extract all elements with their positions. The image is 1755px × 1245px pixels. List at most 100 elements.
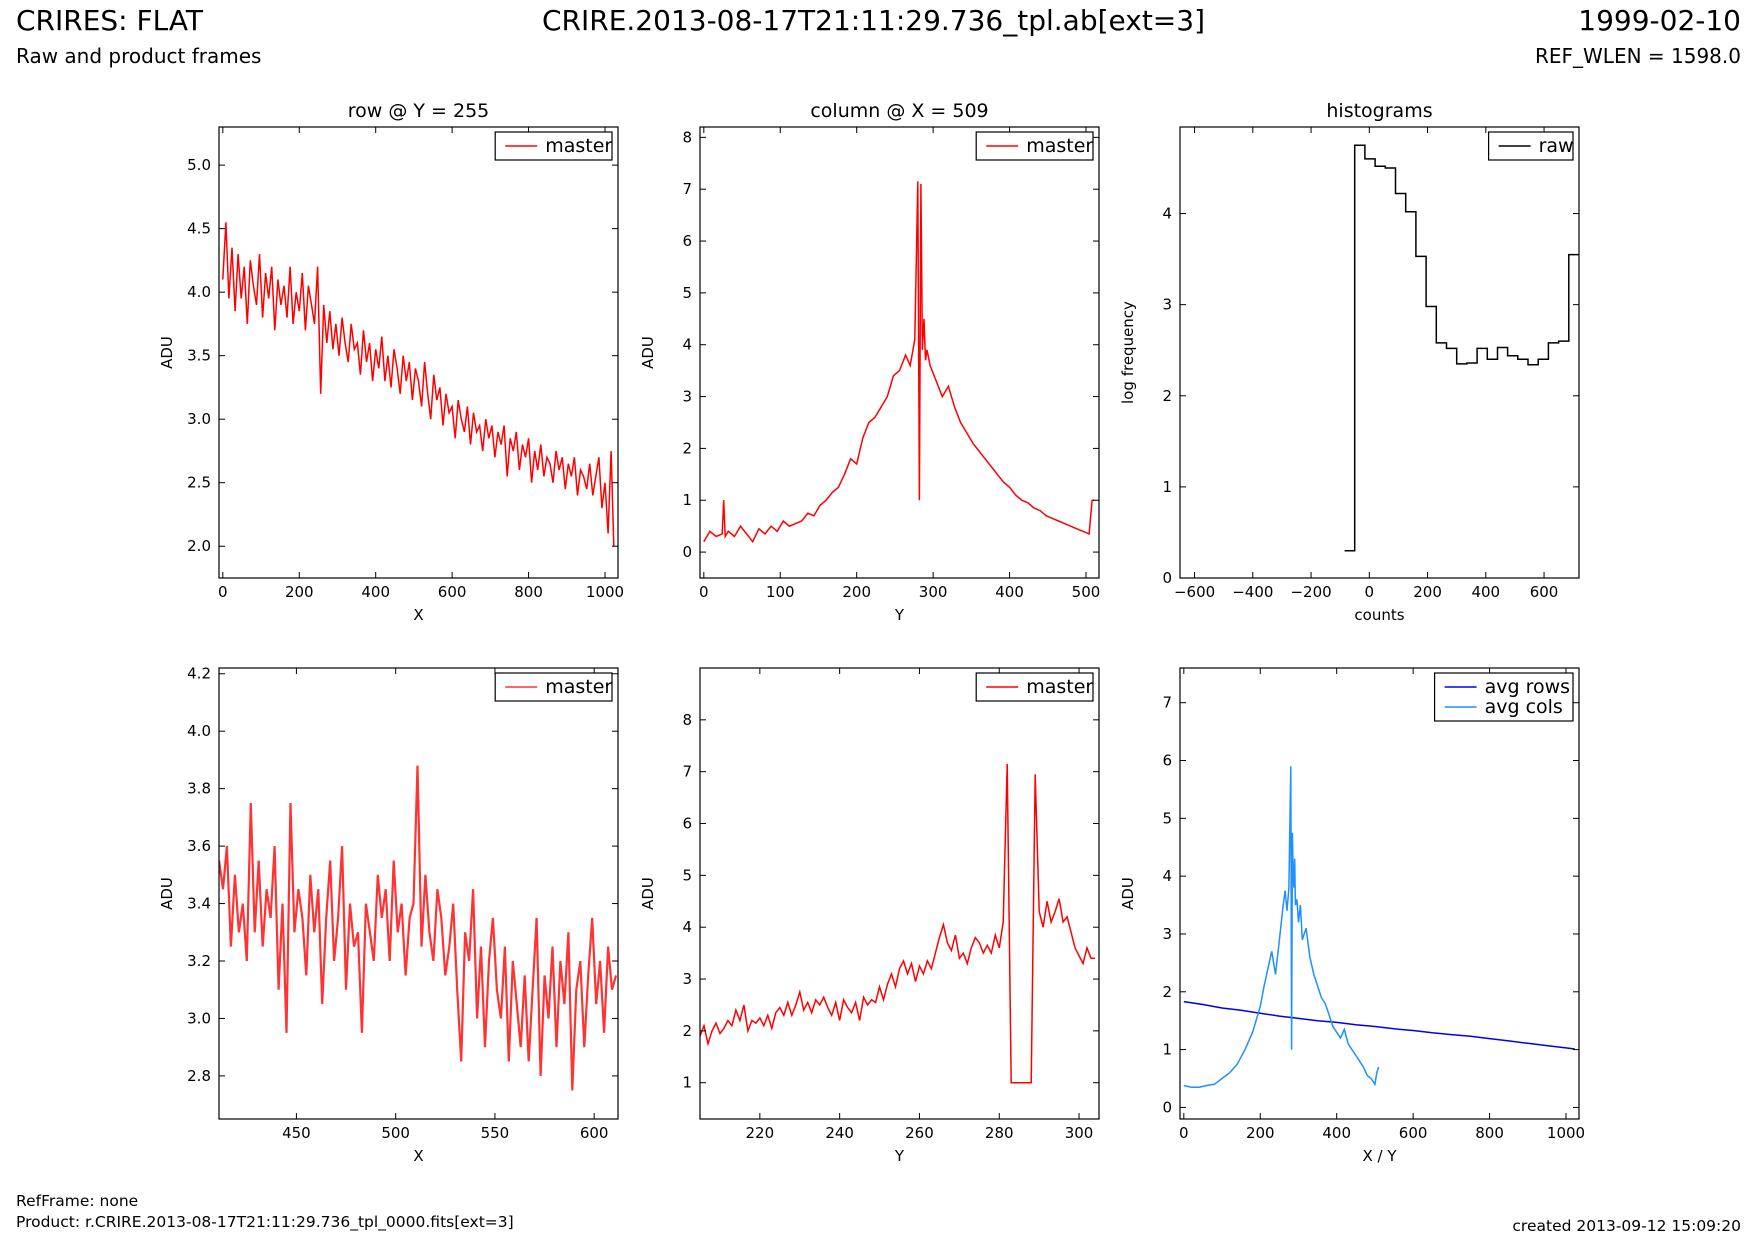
y-tick-label: 8 (682, 711, 692, 729)
y-axis-label: ADU (1119, 877, 1137, 910)
y-tick-label: 3.5 (187, 347, 211, 365)
y-tick-label: 5.0 (187, 156, 211, 174)
x-tick-label: 1000 (586, 583, 624, 601)
x-tick-label: 400 (1322, 1124, 1351, 1142)
legend: master (494, 131, 613, 161)
y-axis-label: ADU (158, 877, 176, 910)
legend-box (494, 131, 613, 161)
plot-frame (699, 126, 1100, 579)
y-tick-label: 4 (1162, 867, 1172, 885)
y-tick-label: 2.0 (187, 537, 211, 555)
product-label: Product: r.CRIRE.2013-08-17T21:11:29.736… (16, 1213, 514, 1231)
y-tick-label: 7 (682, 180, 692, 198)
chart-title: row @ Y = 255 (348, 100, 490, 122)
y-tick-label: 6 (682, 815, 692, 833)
y-tick-label: 7 (1162, 694, 1172, 712)
x-tick-label: 200 (285, 583, 314, 601)
y-tick-label: 6 (682, 232, 692, 250)
x-tick-label: 280 (985, 1124, 1014, 1142)
y-tick-label: 2 (1162, 387, 1172, 405)
legend-label: master (1026, 676, 1093, 698)
chart-col_full: 0 100 200 300 400 500 0 1 2 3 4 5 6 7 8 column @ X = 50… (639, 100, 1100, 624)
x-tick-label: 400 (995, 583, 1024, 601)
y-axis-label: log frequency (1119, 301, 1137, 404)
legend-label: master (545, 676, 612, 698)
x-tick-label: 400 (361, 583, 390, 601)
legend: master (975, 131, 1094, 161)
x-tick-label: 0 (1179, 1124, 1189, 1142)
created-timestamp: created 2013-09-12 15:09:20 (1512, 1217, 1741, 1235)
series-line-master (703, 181, 1095, 544)
y-tick-label: 7 (682, 763, 692, 781)
chart-averages: 0 200 400 600 800 1000 0 1 2 3 4 5 6 7 X / Y ADU avg row… (1119, 667, 1585, 1165)
y-tick-label: 1 (682, 491, 692, 509)
x-tick-label: 800 (514, 583, 543, 601)
y-tick-label: 4.2 (187, 665, 211, 683)
x-tick-label: 800 (1475, 1124, 1504, 1142)
y-tick-label: 4 (682, 918, 692, 936)
y-tick-label: 4.5 (187, 220, 211, 238)
legend-label: avg rows (1485, 676, 1570, 698)
legend-label: master (545, 135, 612, 157)
y-tick-label: 3 (682, 970, 692, 988)
y-axis-label: ADU (639, 877, 657, 910)
y-tick-label: 2 (682, 1022, 692, 1040)
y-tick-label: 4 (682, 336, 692, 354)
x-axis-label: Y (894, 606, 905, 624)
y-tick-label: 3 (1162, 296, 1172, 314)
y-tick-label: 4.0 (187, 722, 211, 740)
chart-row_zoom: 450 500 550 600 2.8 3.0 3.2 3.4 3.6 3.8 4.0 4.2 X ADU… (158, 665, 619, 1165)
series-line-master (222, 222, 615, 547)
series-line-master (700, 763, 1095, 1084)
plot-frame (699, 667, 1100, 1120)
legend: master (494, 672, 613, 702)
x-tick-label: 300 (919, 583, 948, 601)
y-tick-label: 8 (682, 128, 692, 146)
y-tick-label: 2 (682, 439, 692, 457)
x-tick-label: 500 (1072, 583, 1101, 601)
y-tick-label: 5 (682, 866, 692, 884)
x-tick-label: 600 (1399, 1124, 1428, 1142)
y-axis-label: ADU (639, 336, 657, 369)
legend: raw (1487, 131, 1574, 161)
x-tick-label: 200 (1246, 1124, 1275, 1142)
legend-label: master (1026, 135, 1093, 157)
y-tick-label: 4 (1162, 205, 1172, 223)
y-tick-label: 0 (1162, 1098, 1172, 1116)
report-title: CRIRES: FLAT (16, 4, 203, 37)
x-tick-label: 0 (218, 583, 228, 601)
plot-frame (1179, 126, 1580, 579)
chart-col_zoom: 220 240 260 280 300 1 2 3 4 5 6 7 8 Y ADU master (639, 667, 1100, 1165)
y-tick-label: 3.2 (187, 952, 211, 970)
x-tick-label: 500 (381, 1124, 410, 1142)
report-subtitle: Raw and product frames (16, 44, 262, 68)
legend-label: raw (1539, 135, 1574, 157)
chart-title: column @ X = 509 (810, 100, 988, 122)
plot-frame (218, 667, 619, 1120)
y-tick-label: 1 (1162, 1041, 1172, 1059)
x-tick-label: −600 (1174, 583, 1215, 601)
chart-row_full: 0 200 400 600 800 1000 2.0 2.5 3.0 3.5 4.0 4.5 5.0 ro… (158, 100, 624, 624)
x-axis-label: X (413, 1147, 423, 1165)
x-tick-label: −400 (1232, 583, 1273, 601)
y-tick-label: 2 (1162, 983, 1172, 1001)
x-tick-label: 0 (1365, 583, 1375, 601)
y-tick-label: 4.0 (187, 283, 211, 301)
series-line-avg-rows (1183, 1000, 1575, 1050)
x-tick-label: 400 (1471, 583, 1500, 601)
x-axis-label: counts (1354, 606, 1404, 624)
y-tick-label: 1 (1162, 478, 1172, 496)
x-tick-label: 240 (825, 1124, 854, 1142)
x-tick-label: 100 (766, 583, 795, 601)
series-line-raw (1344, 144, 1579, 552)
y-tick-label: 3 (682, 388, 692, 406)
x-tick-label: 550 (481, 1124, 510, 1142)
x-tick-label: 600 (1530, 583, 1559, 601)
x-tick-label: 200 (1413, 583, 1442, 601)
y-tick-label: 3.4 (187, 895, 211, 913)
plot-frame (218, 126, 619, 579)
x-tick-label: 220 (746, 1124, 775, 1142)
x-tick-label: 300 (1065, 1124, 1094, 1142)
